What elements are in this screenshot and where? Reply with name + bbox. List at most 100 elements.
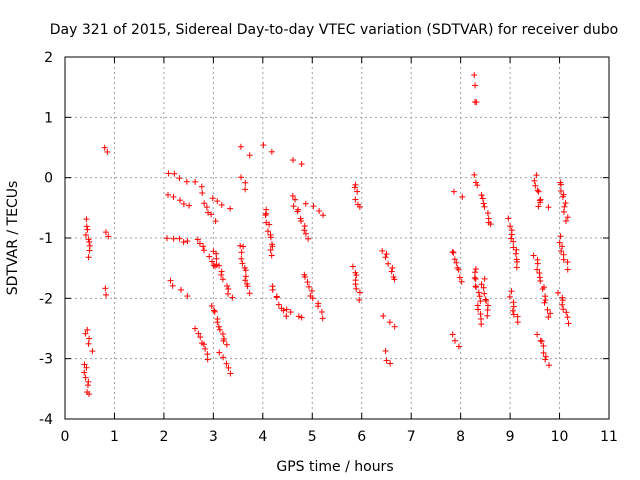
data-point-marker	[82, 330, 89, 337]
data-point-marker	[547, 310, 554, 317]
data-point-marker	[302, 200, 309, 207]
data-point-marker	[290, 157, 297, 164]
data-point-marker	[542, 353, 549, 360]
data-point-marker	[514, 313, 521, 320]
data-point-marker	[309, 295, 316, 302]
data-point-marker	[81, 369, 88, 376]
data-point-marker	[560, 256, 567, 263]
data-point-marker	[506, 293, 513, 300]
y-tick-label: -3	[39, 352, 53, 368]
data-point-marker	[83, 223, 90, 230]
data-point-marker	[239, 260, 246, 267]
data-point-marker	[304, 279, 311, 286]
data-point-marker	[514, 258, 521, 265]
data-point-marker	[213, 250, 220, 257]
data-point-marker	[487, 221, 494, 228]
data-point-marker	[202, 345, 209, 352]
data-point-marker	[559, 193, 566, 200]
y-tick-label: -1	[39, 231, 53, 247]
x-tick-labels: 0 1 2 3 4 5 6 7 8 9 10 11	[61, 429, 618, 445]
data-point-marker	[451, 256, 458, 263]
data-point-marker	[386, 319, 393, 326]
data-point-marker	[314, 303, 321, 310]
data-point-marker	[199, 190, 206, 197]
data-point-marker	[318, 308, 325, 315]
data-point-marker	[533, 172, 540, 179]
data-point-marker	[537, 277, 544, 284]
data-point-marker	[229, 294, 236, 301]
data-point-marker	[385, 260, 392, 267]
data-point-marker	[455, 266, 462, 273]
data-point-marker	[86, 238, 93, 245]
data-point-marker	[534, 260, 541, 267]
data-point-marker	[380, 312, 387, 319]
data-point-marker	[452, 337, 459, 344]
data-point-marker	[242, 273, 249, 280]
data-point-marker	[298, 314, 305, 321]
data-point-marker	[216, 262, 223, 269]
data-point-marker	[242, 186, 249, 193]
data-point-marker	[180, 239, 187, 246]
data-point-marker	[163, 235, 170, 242]
x-tick-label: 1	[110, 429, 119, 445]
data-point-marker	[484, 210, 491, 217]
x-tick-label: 10	[551, 429, 569, 445]
data-point-marker	[209, 258, 216, 265]
data-point-marker	[197, 334, 204, 341]
data-point-marker	[382, 347, 389, 354]
data-point-marker	[508, 231, 515, 238]
data-point-marker	[476, 293, 483, 300]
data-point-marker	[295, 313, 302, 320]
data-point-marker	[269, 286, 276, 293]
data-point-marker	[220, 337, 227, 344]
data-point-marker	[562, 200, 569, 207]
data-point-marker	[557, 187, 564, 194]
x-tick-label: 4	[258, 429, 267, 445]
data-point-marker	[240, 243, 247, 250]
data-point-marker	[449, 331, 456, 338]
data-point-marker	[201, 200, 208, 207]
data-point-marker	[268, 252, 275, 259]
data-point-marker	[554, 289, 561, 296]
data-point-marker	[105, 233, 112, 240]
data-point-marker	[298, 217, 305, 224]
y-axis-label: SDTVAR / TECUs	[5, 181, 21, 296]
data-point-marker	[184, 238, 191, 245]
data-point-marker	[192, 325, 199, 332]
data-point-marker	[565, 320, 572, 327]
data-point-marker	[387, 360, 394, 367]
data-point-marker	[352, 196, 359, 203]
data-point-marker	[170, 193, 177, 200]
data-point-marker	[102, 229, 109, 236]
data-point-marker	[544, 306, 551, 313]
data-point-marker	[84, 326, 91, 333]
data-point-marker	[101, 144, 108, 151]
data-point-marker	[294, 208, 301, 215]
data-point-marker	[310, 203, 317, 210]
chart-title: Day 321 of 2015, Sidereal Day-to-day VTE…	[50, 22, 618, 38]
data-point-marker	[320, 212, 327, 219]
data-point-marker	[219, 276, 226, 283]
data-point-marker	[273, 294, 280, 301]
data-point-marker	[280, 307, 287, 314]
data-point-marker	[84, 226, 91, 233]
data-point-marker	[176, 235, 183, 242]
data-point-marker	[302, 230, 309, 237]
data-point-marker	[267, 234, 274, 241]
data-point-marker	[472, 275, 479, 282]
data-point-marker	[541, 299, 548, 306]
data-point-marker	[170, 235, 177, 242]
x-tick-label: 11	[600, 429, 618, 445]
data-point-marker	[562, 218, 569, 225]
data-point-marker	[557, 181, 564, 188]
data-point-marker	[104, 148, 111, 155]
data-point-marker	[356, 289, 363, 296]
data-point-marker	[267, 247, 274, 254]
data-point-marker	[180, 200, 187, 207]
data-point-marker	[535, 188, 542, 195]
data-point-marker	[510, 311, 517, 318]
data-point-marker	[559, 297, 566, 304]
data-point-marker	[453, 259, 460, 266]
data-point-marker	[542, 297, 549, 304]
data-point-marker	[246, 290, 253, 297]
